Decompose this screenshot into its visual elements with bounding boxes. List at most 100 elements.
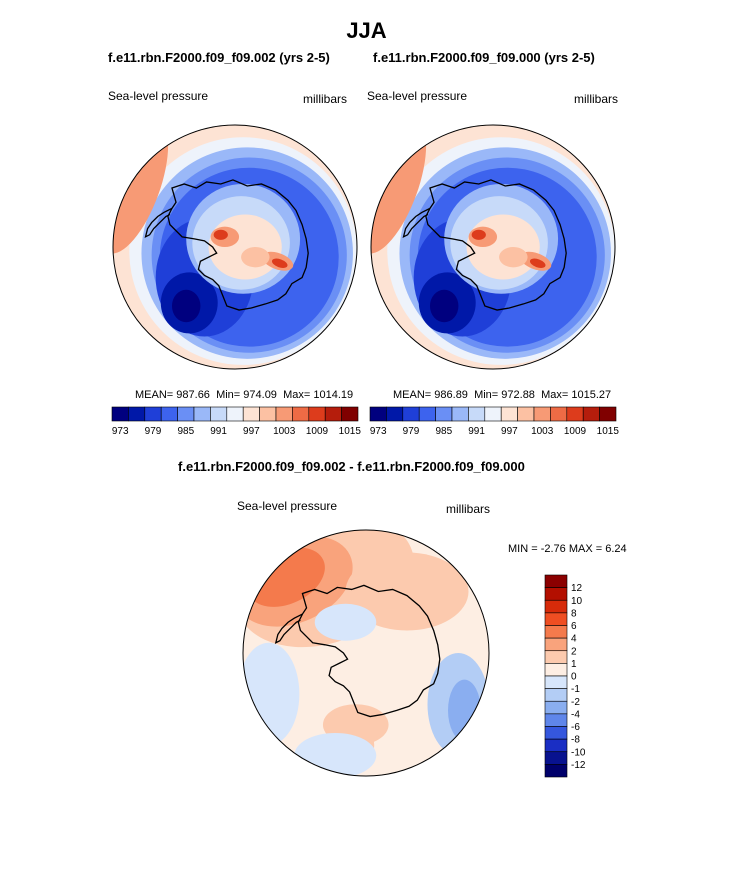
map-field [113,125,357,369]
figure-title: JJA [346,18,387,43]
colorbar-tick-label: 979 [403,426,420,437]
colorbar-tick-label: 12 [571,583,583,594]
colorbar-tick-label: -4 [571,709,580,720]
colorbar-tick-label: 985 [435,426,452,437]
panel1-max-value: 1014.19 [313,389,354,401]
min-label: Min= [474,389,499,401]
panel2-mean-value: 986.89 [434,389,468,401]
max-label: Max= [541,389,569,401]
colorbar-swatch [544,751,568,765]
panel2-units-label: millibars [574,92,619,106]
colorbar-swatch [341,406,359,422]
panel3-min-value: -2.76 [540,543,566,555]
diff-cool-b [243,642,300,746]
panel3-variable-label: Sea-level pressure [237,499,338,513]
panel1-units-label: millibars [303,92,348,106]
panel2-max-value: 1015.27 [571,389,612,401]
colorbar-swatch [582,406,600,422]
colorbar-tick-label: 979 [145,426,162,437]
colorbar-swatch [386,406,404,422]
diff-cool [314,603,377,641]
colorbar-swatch [500,406,518,422]
colorbar-panel-2: 973 979 985 991 997 1003 1009 1015 [369,406,620,437]
colorbar-tick-label: -2 [571,697,580,708]
map-field [243,530,489,776]
colorbar-swatch [308,406,326,422]
colorbar-swatch [544,713,568,727]
colorbar-swatch [435,406,453,422]
colorbar-swatch [550,406,568,422]
panel3-case-title: f.e11.rbn.F2000.f09_f09.002 - f.e11.rbn.… [178,459,525,474]
colorbar-swatch [226,406,244,422]
colorbar-tick-label: 1015 [597,426,620,437]
colorbar-tick-label: 991 [468,426,485,437]
colorbar-swatch [544,738,568,753]
high-b-core [271,258,288,268]
colorbar-swatch [418,406,436,422]
min-label: Min= [216,389,241,401]
map-border [370,124,616,370]
colorbar-swatch [242,406,260,422]
colorbar-swatch [144,406,162,422]
colorbar-swatch [566,406,584,422]
max-label: Max= [283,389,311,401]
colorbar-swatch [544,625,568,639]
panel1-variable-label: Sea-level pressure [108,89,209,103]
mean-label: MEAN= [135,389,174,401]
high-a-core [213,229,228,240]
colorbar-swatch [177,406,195,422]
colorbar-tick-label: 0 [571,672,577,683]
colorbar-swatch [544,650,568,664]
map-border [242,529,490,777]
colorbar-swatch [484,406,502,422]
colorbar-swatch [210,406,228,422]
colorbar-tick-label: 1003 [273,426,296,437]
colorbar-swatch [111,406,129,422]
colorbar-swatch [544,675,568,689]
diff-min-label: MIN = [508,543,538,555]
colorbar-tick-label: 997 [501,426,518,437]
colorbar-tick-label: 1003 [531,426,554,437]
colorbar-swatch [544,574,568,588]
panel1-case-title: f.e11.rbn.F2000.f09_f09.002 (yrs 2-5) [108,50,330,65]
panel1-stats: MEAN= 987.66 Min= 974.09 Max= 1014.19 [135,389,353,401]
colorbar-tick-label: 1009 [564,426,587,437]
colorbar-swatch [544,663,568,677]
colorbar-tick-label: 10 [571,596,583,607]
low-centre [171,289,201,323]
colorbar-swatch [544,764,568,778]
map-border [112,124,358,370]
panel1-min-value: 974.09 [243,389,277,401]
colorbar-swatch [544,587,568,601]
high-c [241,246,270,268]
colorbar-tick-label: 6 [571,621,577,632]
colorbar-tick-label: 1 [571,659,577,670]
plateau-high [208,214,282,280]
colorbar-swatch [402,406,420,422]
colorbar-tick-label: 4 [571,634,577,645]
colorbar-tick-label: -10 [571,747,586,758]
colorbar-tick-label: 8 [571,608,577,619]
colorbar-swatch [544,637,568,652]
colorbar-swatch [544,726,568,740]
colorbar-swatch [292,406,310,422]
low-centre [429,289,459,323]
colorbar-tick-label: -12 [571,760,586,771]
plateau-high [466,214,540,280]
high-a-core [471,229,486,240]
colorbar-swatch [369,406,387,422]
colorbar-swatch [275,406,293,422]
diff-cool-d [448,679,481,742]
colorbar-tick-label: 997 [243,426,260,437]
colorbar-tick-label: -6 [571,722,580,733]
colorbar-swatch [451,406,469,422]
colorbar-tick-label: 973 [112,426,129,437]
colorbar-swatch [599,406,617,422]
colorbar-tick-label: 991 [210,426,227,437]
panel2-stats: MEAN= 986.89 Min= 972.88 Max= 1015.27 [393,389,611,401]
panel3-stats: MIN = -2.76 MAX = 6.24 [508,543,627,555]
colorbar-tick-label: -8 [571,735,580,746]
map-panel-3 [242,529,490,777]
colorbar-tick-label: 985 [177,426,194,437]
